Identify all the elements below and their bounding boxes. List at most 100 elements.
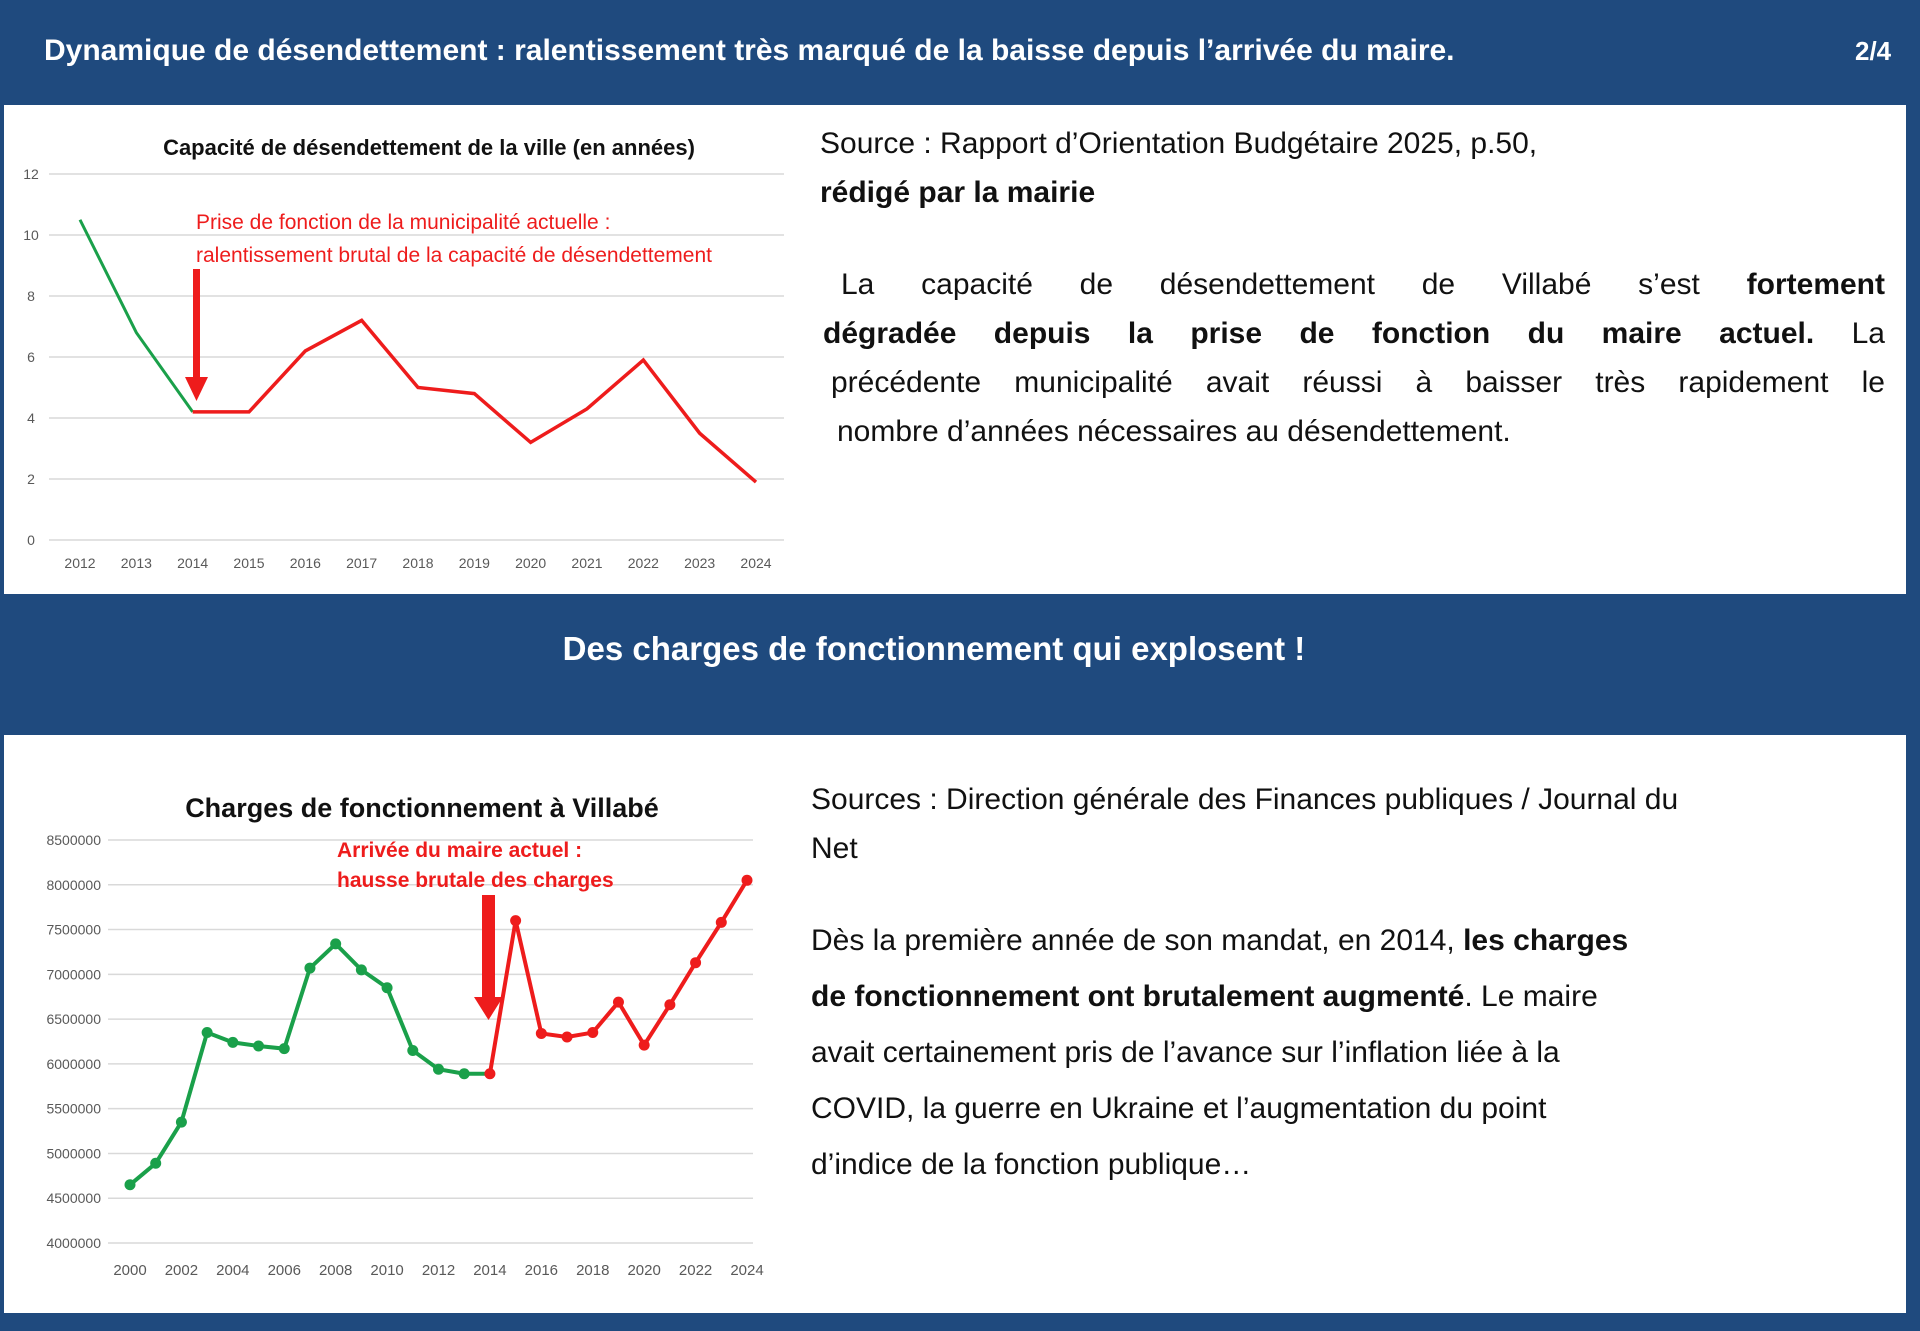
x-tick-label: 2004 <box>216 1262 249 1279</box>
x-tick-label: 2018 <box>402 555 433 571</box>
x-tick-label: 2018 <box>576 1262 609 1279</box>
y-tick-label: 12 <box>23 166 39 182</box>
x-tick-label: 2016 <box>290 555 321 571</box>
data-point <box>278 1043 290 1055</box>
x-tick-label: 2016 <box>525 1262 558 1279</box>
x-tick-label: 2024 <box>740 555 771 571</box>
data-point <box>690 957 702 969</box>
y-tick-label: 2 <box>27 471 35 487</box>
data-point <box>175 1116 187 1128</box>
y-tick-label: 5000000 <box>46 1145 101 1161</box>
x-tick-label: 2014 <box>473 1262 506 1279</box>
debt-capacity-chart: Capacité de désendettement de la ville (… <box>23 135 784 571</box>
text: . Le maire <box>1464 980 1598 1013</box>
y-tick-label: 6000000 <box>46 1056 101 1072</box>
y-tick-label: 8500000 <box>46 832 101 848</box>
text: d’indice de la fonction publique… <box>811 1148 1252 1181</box>
bold-text: de fonctionnement ont brutalement augmen… <box>811 980 1465 1013</box>
x-tick-label: 2017 <box>346 555 377 571</box>
debt-paragraph: La capacité de désendettement de Villabé… <box>823 260 1885 456</box>
bold-text: fortement <box>1746 268 1885 301</box>
data-point <box>561 1031 573 1043</box>
text: avait certainement pris de l’avance sur … <box>811 1036 1560 1069</box>
page-title: Dynamique de désendettement : ralentisse… <box>44 34 1455 67</box>
annotation-arrow-shaft <box>193 269 200 379</box>
annotation-text: ralentissement brutal de la capacité de … <box>196 244 712 267</box>
x-tick-label: 2012 <box>64 555 95 571</box>
annotation-arrow-shaft <box>482 895 495 1000</box>
data-point <box>253 1040 265 1052</box>
source-line: Net <box>811 832 858 865</box>
x-tick-label: 2008 <box>319 1262 352 1279</box>
text: Dès la première année de son mandat, en … <box>811 924 1464 957</box>
y-tick-label: 6 <box>27 349 35 365</box>
data-point <box>304 962 316 974</box>
y-tick-label: 0 <box>27 532 35 548</box>
x-tick-label: 2012 <box>422 1262 455 1279</box>
x-tick-label: 2006 <box>268 1262 301 1279</box>
text: nombre d’années nécessaires au désendett… <box>837 415 1511 448</box>
x-tick-label: 2022 <box>679 1262 712 1279</box>
data-point <box>484 1068 496 1080</box>
data-point <box>741 874 753 886</box>
data-point <box>638 1039 650 1051</box>
source-author: rédigé par la mairie <box>820 176 1096 209</box>
x-tick-label: 2014 <box>177 555 208 571</box>
series-line-after <box>487 879 749 1075</box>
y-tick-label: 7500000 <box>46 922 101 938</box>
x-tick-label: 2020 <box>627 1262 660 1279</box>
y-tick-label: 8000000 <box>46 877 101 893</box>
page-number: 2/4 <box>1855 36 1892 66</box>
x-tick-label: 2002 <box>165 1262 198 1279</box>
data-point <box>458 1068 470 1080</box>
y-tick-label: 10 <box>23 227 39 243</box>
section-title: Des charges de fonctionnement qui explos… <box>562 630 1306 667</box>
series-line-after <box>192 318 758 484</box>
data-point <box>664 999 676 1011</box>
data-point <box>715 916 727 928</box>
text: La capacité de désendettement de Villabé… <box>841 268 1747 301</box>
data-point <box>510 915 522 927</box>
x-tick-label: 2021 <box>571 555 602 571</box>
bold-text: les charges <box>1463 924 1629 957</box>
chart-title: Capacité de désendettement de la ville (… <box>163 135 695 160</box>
x-tick-label: 2013 <box>121 555 152 571</box>
x-tick-label: 2019 <box>459 555 490 571</box>
bold-text: dégradée depuis la prise de fonction du … <box>823 317 1815 350</box>
data-point <box>407 1044 419 1056</box>
annotation-arrow-icon <box>185 377 208 401</box>
y-tick-label: 4500000 <box>46 1190 101 1206</box>
annotation-text: Prise de fonction de la municipalité act… <box>196 211 610 234</box>
data-point <box>381 982 393 994</box>
text: La <box>1814 317 1885 350</box>
annotation-text: Arrivée du maire actuel : <box>337 839 582 862</box>
x-tick-label: 2024 <box>730 1262 763 1279</box>
chart-title: Charges de fonctionnement à Villabé <box>185 793 659 823</box>
data-point <box>587 1027 599 1039</box>
x-tick-label: 2023 <box>684 555 715 571</box>
y-tick-label: 6500000 <box>46 1011 101 1027</box>
text: COVID, la guerre en Ukraine et l’augment… <box>811 1092 1547 1125</box>
data-point <box>150 1157 162 1169</box>
x-tick-label: 2015 <box>233 555 264 571</box>
text: précédente municipalité avait réussi à b… <box>831 366 1885 399</box>
x-tick-label: 2010 <box>370 1262 403 1279</box>
y-tick-label: 7000000 <box>46 966 101 982</box>
data-point <box>227 1036 239 1048</box>
debt-panel: Capacité de désendettement de la ville (… <box>4 105 1906 594</box>
source-line: Sources : Direction générale des Finance… <box>811 783 1679 816</box>
operating-charges-chart: Charges de fonctionnement à Villabé 40000… <box>46 793 763 1279</box>
x-tick-label: 2020 <box>515 555 546 571</box>
data-point <box>124 1179 136 1191</box>
annotation-arrow-icon <box>474 997 503 1020</box>
y-tick-label: 5500000 <box>46 1101 101 1117</box>
y-tick-label: 4000000 <box>46 1235 101 1251</box>
y-tick-label: 4 <box>27 410 35 426</box>
charges-paragraph: Dès la première année de son mandat, en … <box>811 913 1628 1193</box>
data-point <box>330 938 342 950</box>
x-tick-label: 2000 <box>113 1262 146 1279</box>
charges-panel: Charges de fonctionnement à Villabé 40000… <box>4 735 1906 1313</box>
x-tick-label: 2022 <box>628 555 659 571</box>
series-line-before <box>78 219 194 413</box>
data-point <box>612 996 624 1008</box>
